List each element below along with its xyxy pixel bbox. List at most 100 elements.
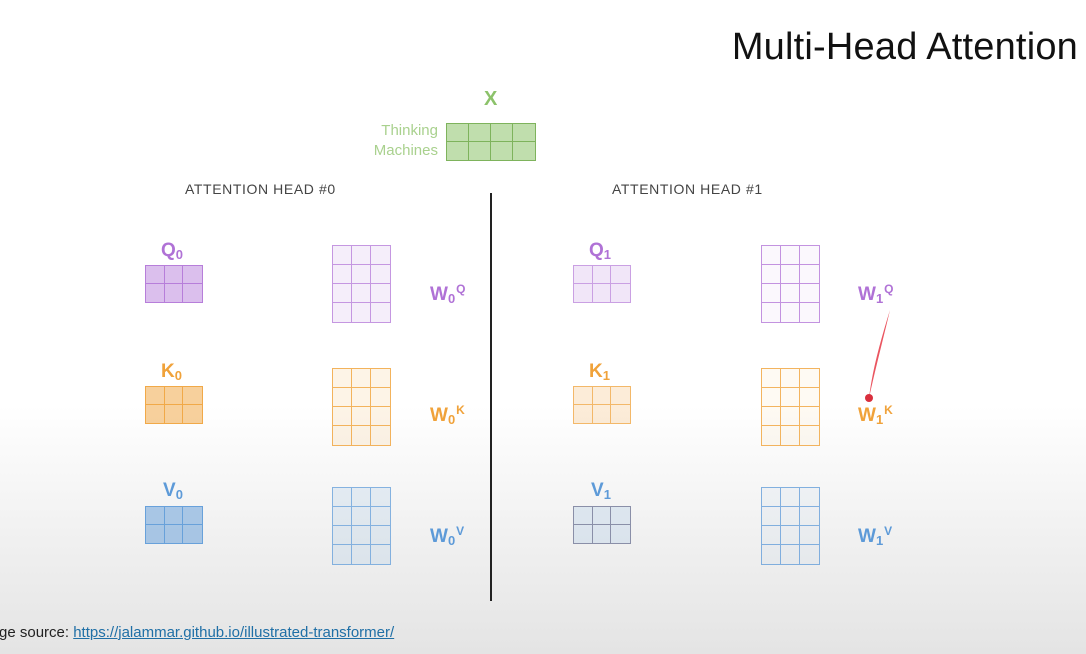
matrix-cell xyxy=(333,426,352,445)
matrix-cell xyxy=(800,265,819,284)
matrix-cell xyxy=(800,369,819,388)
matrix-cell xyxy=(593,284,611,302)
matrix-cell xyxy=(800,246,819,265)
image-source-prefix: ge source: xyxy=(0,624,74,641)
matrix-cell xyxy=(611,525,630,543)
head0-value-letter: V xyxy=(163,480,176,501)
matrix-cell xyxy=(611,405,630,423)
head1-query-weight-label: W1Q xyxy=(858,282,894,306)
head0-query-label: Q0 xyxy=(161,240,183,262)
head0-value-weight-letter: W xyxy=(430,526,448,547)
head1-key-label: K1 xyxy=(589,361,610,383)
matrix-cell xyxy=(146,525,165,543)
input-word-thinking: Thinking xyxy=(381,122,438,139)
matrix-cell xyxy=(574,387,593,405)
head1-value-index: 1 xyxy=(603,487,611,502)
matrix-cell xyxy=(574,266,593,284)
head0-value-index: 0 xyxy=(175,487,183,502)
matrix-cell xyxy=(593,405,611,423)
matrix-cell xyxy=(491,124,513,142)
matrix-cell xyxy=(800,388,819,407)
matrix-cell xyxy=(165,525,183,543)
head0-value-weight-index: 0 xyxy=(447,533,456,548)
input-label: X xyxy=(484,88,498,110)
head1-key-matrix xyxy=(573,386,631,424)
matrix-cell xyxy=(371,246,390,265)
matrix-cell xyxy=(371,507,390,526)
head1-key-weight-index: 1 xyxy=(875,412,884,427)
image-source-link[interactable]: https://jalammar.github.io/illustrated-t… xyxy=(73,624,395,641)
head1-query-weight-index: 1 xyxy=(875,291,884,306)
head0-query-index: 0 xyxy=(175,247,184,262)
matrix-cell xyxy=(762,426,781,445)
matrix-cell xyxy=(762,545,781,564)
head1-key-weight-sup: K xyxy=(884,403,893,417)
matrix-cell xyxy=(762,246,781,265)
head1-query-letter: Q xyxy=(589,240,604,261)
matrix-cell xyxy=(592,387,611,405)
head1-query-weight-letter: W xyxy=(858,284,876,305)
head1-query-index: 1 xyxy=(603,247,612,262)
head0-key-weight-matrix xyxy=(332,368,391,446)
matrix-cell xyxy=(146,387,165,405)
matrix-cell xyxy=(352,545,371,564)
matrix-cell xyxy=(333,488,352,507)
matrix-cell xyxy=(352,369,371,388)
head0-value-matrix xyxy=(145,506,203,544)
matrix-cell xyxy=(781,545,800,564)
head0-key-letter: K xyxy=(161,361,175,382)
matrix-cell xyxy=(781,488,800,507)
matrix-cell xyxy=(762,369,781,388)
matrix-cell xyxy=(333,265,352,284)
matrix-cell xyxy=(781,426,800,445)
matrix-cell xyxy=(164,507,183,525)
matrix-cell xyxy=(352,526,371,545)
matrix-cell xyxy=(574,405,593,423)
matrix-cell xyxy=(352,265,371,284)
matrix-cell xyxy=(800,507,819,526)
matrix-cell xyxy=(781,303,800,322)
matrix-cell xyxy=(146,266,165,284)
matrix-cell xyxy=(611,266,630,284)
matrix-cell xyxy=(574,525,593,543)
head0-query-weight-matrix xyxy=(332,245,391,323)
matrix-cell xyxy=(333,545,352,564)
matrix-cell xyxy=(469,142,491,160)
matrix-cell xyxy=(183,405,202,423)
head0-key-index: 0 xyxy=(174,368,182,383)
head1-query-label: Q1 xyxy=(589,240,611,262)
matrix-cell xyxy=(371,545,390,564)
matrix-cell xyxy=(333,407,352,426)
matrix-cell xyxy=(592,266,611,284)
matrix-cell xyxy=(164,387,183,405)
matrix-cell xyxy=(762,265,781,284)
matrix-cell xyxy=(183,507,202,525)
matrix-cell xyxy=(447,142,469,160)
matrix-cell xyxy=(146,507,165,525)
matrix-cell xyxy=(800,488,819,507)
matrix-cell xyxy=(352,407,371,426)
matrix-cell xyxy=(371,388,390,407)
head1-query-weight-sup: Q xyxy=(884,282,894,296)
matrix-cell xyxy=(611,507,630,525)
matrix-cell xyxy=(371,426,390,445)
head1-query-matrix xyxy=(573,265,631,303)
matrix-cell xyxy=(333,246,352,265)
matrix-cell xyxy=(371,284,390,303)
head-divider xyxy=(490,193,492,601)
attention-head-1-title: ATTENTION HEAD #1 xyxy=(612,181,763,197)
matrix-cell xyxy=(165,405,183,423)
matrix-cell xyxy=(762,488,781,507)
head0-query-weight-letter: W xyxy=(430,284,448,305)
head1-value-weight-label: W1V xyxy=(858,524,892,548)
head1-key-weight-label: W1K xyxy=(858,403,893,427)
matrix-cell xyxy=(352,507,371,526)
matrix-cell xyxy=(781,369,800,388)
matrix-cell xyxy=(491,142,513,160)
matrix-cell xyxy=(781,284,800,303)
matrix-cell xyxy=(593,525,611,543)
matrix-cell xyxy=(447,124,469,142)
matrix-cell xyxy=(183,284,202,302)
image-source-caption: ge source: https://jalammar.github.io/il… xyxy=(0,624,394,641)
matrix-cell xyxy=(762,284,781,303)
